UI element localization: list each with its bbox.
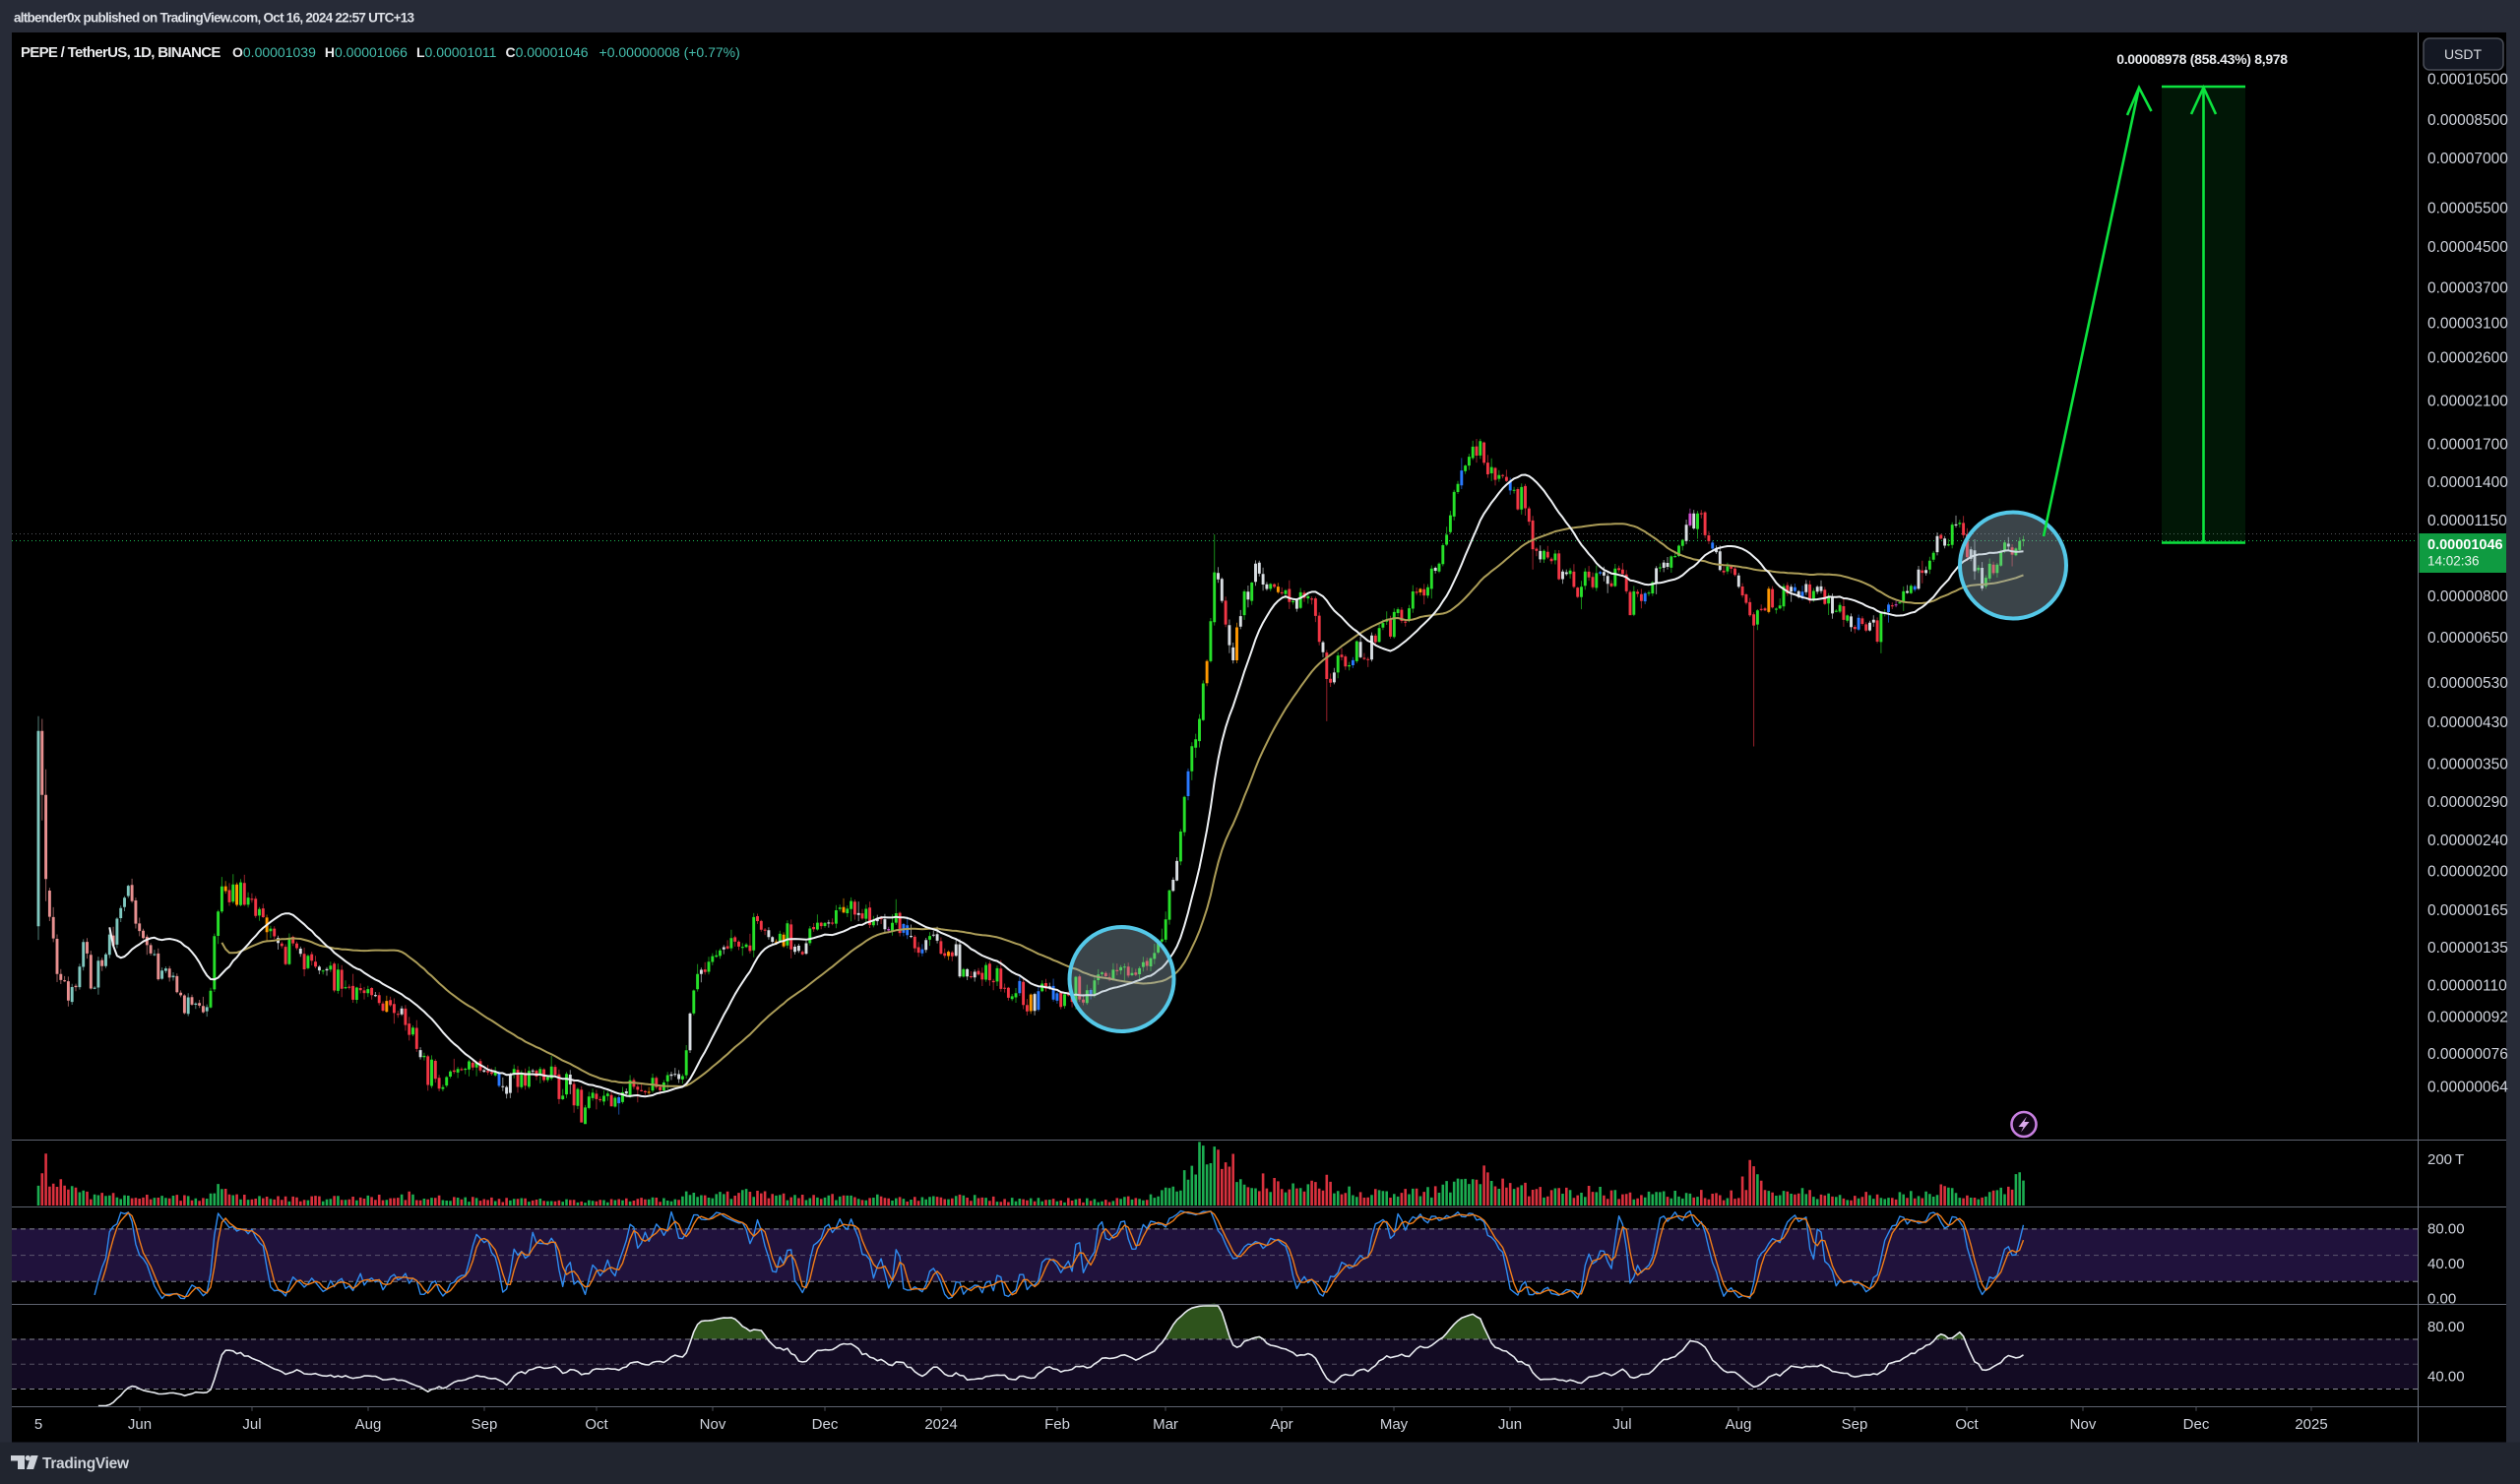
svg-text:2024: 2024 <box>924 1416 957 1433</box>
svg-text:0.00001150: 0.00001150 <box>2427 513 2507 529</box>
svg-text:Jun: Jun <box>1498 1416 1522 1433</box>
svg-text:May: May <box>1380 1416 1409 1433</box>
svg-text:0.00001046: 0.00001046 <box>2427 537 2503 553</box>
svg-text:Jun: Jun <box>128 1416 152 1433</box>
svg-text:0.00: 0.00 <box>2427 1291 2456 1308</box>
svg-text:Oct: Oct <box>1955 1416 1979 1433</box>
svg-text:80.00: 80.00 <box>2427 1319 2465 1335</box>
svg-text:0.00000064: 0.00000064 <box>2427 1079 2508 1095</box>
svg-text:80.00: 80.00 <box>2427 1220 2465 1237</box>
svg-text:0.00000165: 0.00000165 <box>2427 902 2508 919</box>
svg-text:0.00000650: 0.00000650 <box>2427 630 2508 647</box>
svg-text:0.00004500: 0.00004500 <box>2427 239 2508 256</box>
svg-text:0.00000430: 0.00000430 <box>2427 714 2508 731</box>
svg-text:0.00000240: 0.00000240 <box>2427 833 2508 849</box>
svg-text:0.00000530: 0.00000530 <box>2427 675 2508 692</box>
svg-text:Nov: Nov <box>700 1416 726 1433</box>
svg-text:0.00003100: 0.00003100 <box>2427 315 2508 332</box>
svg-text:0.00002600: 0.00002600 <box>2427 350 2508 367</box>
svg-text:Aug: Aug <box>355 1416 382 1433</box>
svg-text:0.00000076: 0.00000076 <box>2427 1046 2508 1063</box>
svg-text:0.00001700: 0.00001700 <box>2427 436 2508 453</box>
svg-text:Dec: Dec <box>812 1416 839 1433</box>
svg-text:40.00: 40.00 <box>2427 1368 2465 1385</box>
svg-text:0.00010500: 0.00010500 <box>2427 72 2508 89</box>
svg-text:2025: 2025 <box>2295 1416 2327 1433</box>
svg-text:Oct: Oct <box>585 1416 608 1433</box>
svg-text:altbender0x published on Tradi: altbender0x published on TradingView.com… <box>14 11 415 26</box>
svg-text:0.00000350: 0.00000350 <box>2427 757 2508 773</box>
svg-text:0.00000092: 0.00000092 <box>2427 1009 2508 1025</box>
svg-text:Dec: Dec <box>2183 1416 2210 1433</box>
svg-text:0.00008978 (858.43%) 8,978: 0.00008978 (858.43%) 8,978 <box>2116 51 2288 67</box>
svg-text:0.00003700: 0.00003700 <box>2427 279 2508 296</box>
svg-text:0.00005500: 0.00005500 <box>2427 200 2508 216</box>
svg-text:Jul: Jul <box>1612 1416 1631 1433</box>
svg-text:Feb: Feb <box>1044 1416 1070 1433</box>
svg-text:0.00000200: 0.00000200 <box>2427 864 2508 881</box>
svg-text:Apr: Apr <box>1270 1416 1292 1433</box>
svg-text:Mar: Mar <box>1153 1416 1178 1433</box>
svg-text:0.00000135: 0.00000135 <box>2427 940 2508 957</box>
svg-text:40.00: 40.00 <box>2427 1256 2465 1272</box>
svg-text:Sep: Sep <box>1842 1416 1868 1433</box>
svg-text:TradingView: TradingView <box>42 1455 130 1472</box>
svg-text:14:02:36: 14:02:36 <box>2427 554 2480 569</box>
svg-text:Jul: Jul <box>242 1416 261 1433</box>
svg-text:0.00001400: 0.00001400 <box>2427 474 2508 491</box>
svg-text:0.00000800: 0.00000800 <box>2427 588 2508 605</box>
svg-text:Aug: Aug <box>1726 1416 1752 1433</box>
svg-text:0.00002100: 0.00002100 <box>2427 394 2508 410</box>
svg-text:0.00007000: 0.00007000 <box>2427 151 2508 167</box>
svg-text:0.00000110: 0.00000110 <box>2427 977 2507 994</box>
svg-text:USDT: USDT <box>2444 46 2483 62</box>
svg-text:PEPE / TetherUS, 1D, BINANCE: PEPE / TetherUS, 1D, BINANCE <box>21 44 220 61</box>
svg-text:200 T: 200 T <box>2427 1151 2464 1168</box>
svg-text:5: 5 <box>34 1416 42 1433</box>
svg-text:Sep: Sep <box>472 1416 498 1433</box>
svg-text:0.00008500: 0.00008500 <box>2427 112 2508 129</box>
svg-text:0.00000290: 0.00000290 <box>2427 794 2508 811</box>
svg-text:Nov: Nov <box>2070 1416 2097 1433</box>
